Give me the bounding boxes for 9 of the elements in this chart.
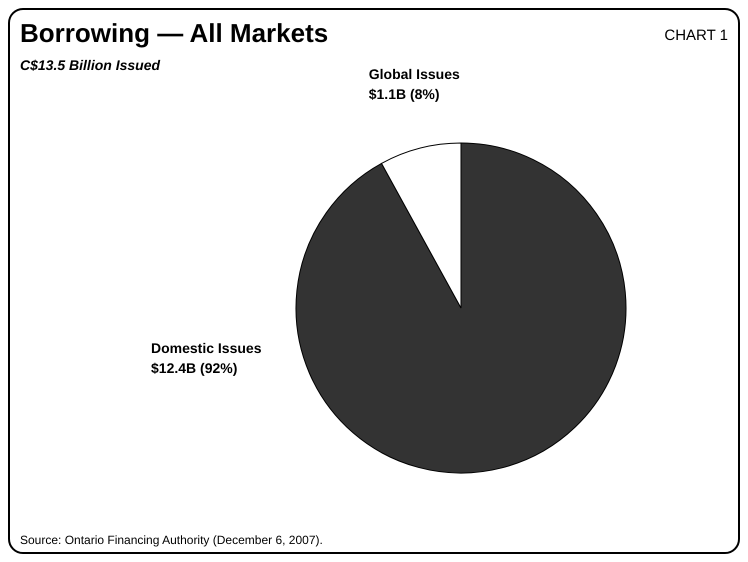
chart-subtitle: C$13.5 Billion Issued <box>20 57 160 73</box>
pie-slice <box>296 142 626 474</box>
source-note: Source: Ontario Financing Authority (December 6, 2007). <box>20 533 323 547</box>
caption: CHART 1 <box>664 27 728 44</box>
chart-title: Borrowing — All Markets <box>20 18 328 48</box>
slice-label: Domestic Issues <box>151 340 262 356</box>
data-label: $1.1B (8%) <box>368 86 440 102</box>
slice-label: Global Issues <box>368 66 460 82</box>
data-label: $12.4B (92%) <box>151 360 238 376</box>
